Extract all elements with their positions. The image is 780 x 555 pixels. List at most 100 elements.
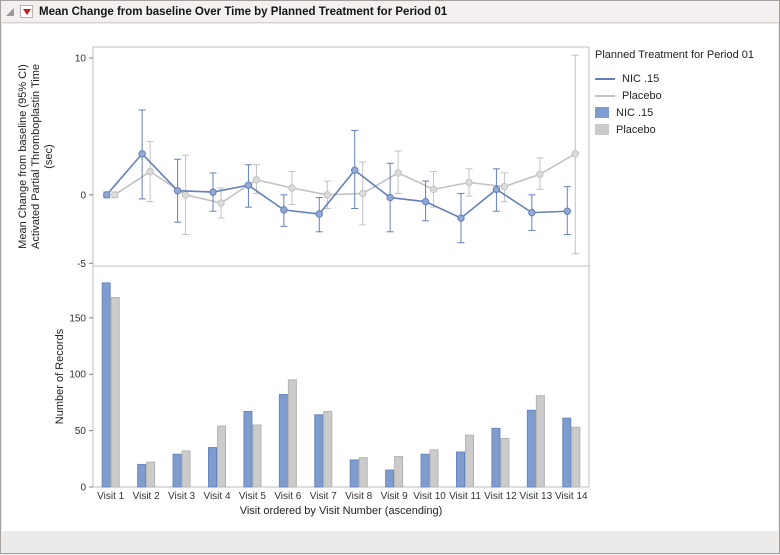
bar (349, 459, 359, 488)
mean-change-plot-frame[interactable] (92, 46, 590, 267)
svg-text:Visit 4: Visit 4 (203, 491, 230, 502)
bar (172, 453, 182, 488)
data-point (421, 197, 430, 206)
line-swatch-icon (595, 94, 615, 97)
bar (420, 453, 430, 488)
ci-series-0[interactable] (103, 109, 571, 244)
bar (456, 451, 465, 488)
bar-series-1[interactable] (110, 297, 581, 488)
svg-text:Visit 3: Visit 3 (168, 491, 195, 502)
data-point (217, 199, 225, 207)
report-title: Mean Change from baseline Over Time by P… (39, 5, 448, 18)
bar (137, 463, 147, 488)
legend-title: Planned Treatment for Period 01 (595, 49, 754, 61)
bar (394, 456, 404, 488)
bar (535, 395, 545, 488)
bar (571, 426, 581, 488)
svg-text:Visit 5: Visit 5 (239, 491, 266, 502)
data-point (351, 166, 359, 174)
legend-item-nic-bar[interactable]: NIC .15 (595, 104, 754, 121)
svg-text:Visit 9: Visit 9 (381, 491, 408, 502)
data-point (315, 210, 323, 218)
legend-label: NIC .15 (616, 106, 654, 119)
bar (217, 425, 226, 488)
data-point (288, 184, 296, 192)
svg-text:-5: -5 (77, 259, 86, 270)
data-point (500, 182, 509, 191)
data-point (146, 167, 154, 176)
svg-text:Visit 13: Visit 13 (520, 491, 553, 502)
bar (562, 417, 572, 488)
svg-text:Visit 8: Visit 8 (345, 491, 372, 502)
legend-item-nic-line[interactable]: NIC .15 (595, 70, 754, 87)
bar (252, 424, 262, 488)
legend: Planned Treatment for Period 01 NIC .15 … (595, 49, 754, 138)
bar (323, 410, 333, 488)
data-point (323, 191, 331, 199)
data-point (359, 189, 367, 198)
data-point (209, 188, 217, 196)
bar (146, 461, 156, 488)
legend-item-placebo-bar[interactable]: Placebo (595, 121, 754, 138)
bar-series-0[interactable] (101, 282, 572, 488)
bar (465, 434, 474, 488)
bar-swatch-icon (595, 107, 609, 118)
svg-text:Visit 11: Visit 11 (449, 491, 481, 502)
bar (243, 410, 253, 488)
data-point (280, 206, 288, 214)
line-series-0 (106, 152, 568, 220)
svg-text:0: 0 (80, 190, 86, 201)
legend-label: Placebo (616, 123, 656, 136)
legend-label: NIC .15 (622, 72, 660, 85)
svg-text:Visit 14: Visit 14 (555, 491, 588, 502)
data-point (457, 214, 465, 222)
legend-label: Placebo (622, 89, 662, 102)
svg-text:10: 10 (75, 53, 87, 64)
data-point (394, 169, 402, 177)
red-triangle-icon (22, 8, 31, 15)
bar (385, 469, 395, 488)
svg-text:Visit 12: Visit 12 (484, 491, 517, 502)
bar-swatch-icon (595, 124, 609, 135)
svg-text:Visit 2: Visit 2 (133, 491, 160, 502)
data-point (252, 176, 261, 184)
svg-text:Visit 1: Visit 1 (97, 491, 124, 502)
red-triangle-menu-button[interactable] (20, 5, 33, 18)
disclosure-triangle-icon[interactable] (6, 7, 14, 16)
line-series-1 (114, 153, 576, 204)
svg-text:100: 100 (69, 370, 86, 381)
svg-text:150: 150 (69, 313, 86, 324)
svg-text:Visit ordered by Visit Number: Visit ordered by Visit Number (ascending… (240, 505, 443, 517)
bar (491, 427, 501, 488)
legend-item-placebo-line[interactable]: Placebo (595, 87, 754, 104)
bar (358, 457, 368, 488)
ci-series-1[interactable] (111, 54, 579, 255)
bar (181, 450, 191, 488)
svg-text:(sec): (sec) (43, 144, 55, 168)
svg-text:0: 0 (80, 483, 86, 494)
bar (208, 447, 217, 488)
data-point (571, 150, 579, 158)
data-point (244, 181, 253, 189)
svg-text:Visit 10: Visit 10 (413, 491, 446, 502)
bar (278, 394, 288, 488)
records-plot-frame[interactable] (92, 265, 590, 488)
data-point (465, 178, 473, 187)
report-title-bar[interactable]: Mean Change from baseline Over Time by P… (1, 1, 779, 23)
data-point (492, 185, 501, 194)
data-point (138, 150, 146, 158)
bar (287, 379, 297, 488)
data-point (528, 208, 536, 217)
data-point (563, 207, 571, 215)
data-point (386, 193, 394, 202)
bar (314, 414, 324, 488)
svg-text:Number of Records: Number of Records (54, 328, 66, 424)
svg-text:Mean Change from baseline (95%: Mean Change from baseline (95% CI) (17, 64, 29, 249)
data-point (103, 191, 111, 199)
bar (526, 409, 536, 488)
bar (429, 449, 439, 488)
data-point (173, 187, 182, 195)
svg-text:Visit 6: Visit 6 (274, 491, 301, 502)
